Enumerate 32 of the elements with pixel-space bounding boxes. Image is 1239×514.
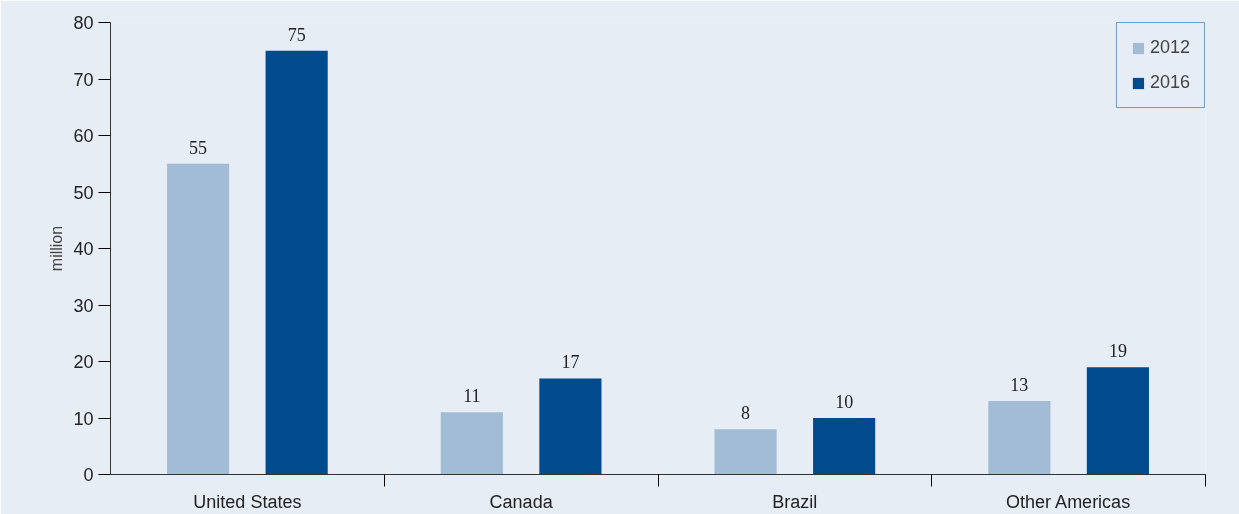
y-tick-label: 10 xyxy=(73,408,94,429)
data-label: 11 xyxy=(463,386,481,407)
x-tick-label: United States xyxy=(193,491,302,512)
y-tick-label: 0 xyxy=(83,465,94,485)
x-tick-label: Brazil xyxy=(772,491,818,512)
y-tick-label: 80 xyxy=(73,13,94,33)
x-tick-label: Other Americas xyxy=(1006,491,1131,512)
data-label: 19 xyxy=(1108,341,1127,362)
data-label: 55 xyxy=(189,137,208,158)
data-label: 17 xyxy=(561,352,580,373)
data-label: 75 xyxy=(287,24,306,45)
bar xyxy=(440,412,503,475)
y-tick-label: 60 xyxy=(73,126,94,146)
data-label: 10 xyxy=(835,392,854,412)
x-tick-label: Canada xyxy=(489,491,554,512)
bar xyxy=(539,378,602,475)
data-label: 8 xyxy=(741,403,751,424)
bar xyxy=(1086,367,1149,475)
bar xyxy=(988,401,1051,475)
y-tick-label: 20 xyxy=(73,352,94,372)
bar xyxy=(813,418,876,475)
y-tick-label: 30 xyxy=(73,295,94,316)
y-tick-label: 50 xyxy=(73,182,94,203)
y-tick-label: 40 xyxy=(73,239,94,259)
legend-label: 2012 xyxy=(1149,37,1190,58)
y-tick-label: 70 xyxy=(73,69,94,90)
bar xyxy=(714,429,777,475)
bar xyxy=(265,50,328,475)
bar xyxy=(167,163,230,475)
legend-label: 2016 xyxy=(1149,72,1190,93)
y-axis-title: million xyxy=(48,225,66,272)
data-label: 13 xyxy=(1010,375,1029,396)
